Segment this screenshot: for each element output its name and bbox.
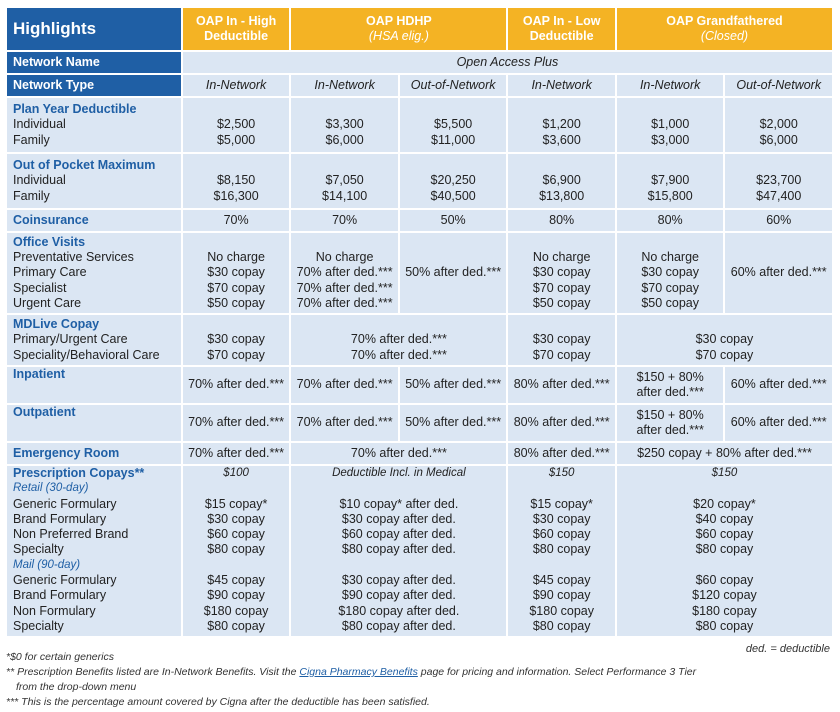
office-visits-cell: No charge $30 copay $70 copay $50 copay	[182, 233, 290, 313]
prescription-cell: $100 $15 copay* $30 copay $60 copay $80 cop…	[182, 466, 290, 636]
outpatient-cell: 70% after ded.***	[291, 405, 398, 441]
office-visits-cell: 60% after ded.***	[725, 233, 832, 313]
coinsurance-row: Coinsurance 70% 70% 50% 80% 80% 60%	[7, 210, 832, 231]
outpatient-cell: 50% after ded.***	[399, 405, 507, 441]
mdlive-label: MDLive Copay Primary/Urgent Care Special…	[7, 315, 181, 365]
network-type-cell: In-Network	[508, 75, 615, 96]
coinsurance-cell: 60%	[725, 210, 832, 231]
oop-cell: $7,050 $14,100	[291, 154, 398, 208]
office-visits-cell: 50% after ded.***	[399, 233, 507, 313]
office-visits-row: Office Visits Preventative Services Prim…	[7, 233, 832, 313]
emergency-room-row: Emergency Room 70% after ded.*** 70% aft…	[7, 443, 832, 464]
outpatient-cell: 80% after ded.***	[508, 405, 615, 441]
deductible-label: Plan Year Deductible Individual Family	[7, 98, 181, 152]
prescription-row: Prescription Copays** Retail (30-day) Ge…	[7, 466, 832, 636]
inpatient-cell: 50% after ded.***	[399, 367, 507, 403]
oop-label: Out of Pocket Maximum Individual Family	[7, 154, 181, 208]
coinsurance-cell: 80%	[508, 210, 615, 231]
oop-row: Out of Pocket Maximum Individual Family …	[7, 154, 832, 208]
mdlive-cell: $30 copay $70 copay	[616, 315, 832, 365]
header-oap-high: OAP In - High Deductible	[182, 8, 290, 50]
network-name-value: Open Access Plus	[182, 52, 832, 73]
highlights-header: Highlights	[7, 8, 181, 50]
emergency-room-cell: 80% after ded.***	[508, 443, 615, 464]
network-type-cell: In-Network	[291, 75, 398, 96]
mdlive-cell: $30 copay $70 copay	[508, 315, 615, 365]
deductible-legend: ded. = deductible	[745, 643, 830, 655]
outpatient-cell: 60% after ded.***	[725, 405, 832, 441]
header-row: Highlights OAP In - High Deductible OAP H…	[7, 8, 832, 50]
inpatient-cell: 80% after ded.***	[508, 367, 615, 403]
mdlive-cell: $30 copay $70 copay	[182, 315, 290, 365]
mdlive-row: MDLive Copay Primary/Urgent Care Special…	[7, 315, 832, 365]
coinsurance-cell: 80%	[616, 210, 724, 231]
network-name-label: Network Name	[7, 52, 181, 73]
emergency-room-cell: 70% after ded.***	[182, 443, 290, 464]
header-oap-low: OAP In - Low Deductible	[508, 8, 615, 50]
deductible-cell: $2,000 $6,000	[725, 98, 832, 152]
network-name-row: Network Name Open Access Plus	[7, 52, 832, 73]
inpatient-cell: 60% after ded.***	[725, 367, 832, 403]
network-type-row: Network Type In-Network In-Network Out-o…	[7, 75, 832, 96]
header-oap-hdhp: OAP HDHP (HSA elig.)	[291, 8, 507, 50]
mdlive-cell: 70% after ded.*** 70% after ded.***	[291, 315, 507, 365]
deductible-row: Plan Year Deductible Individual Family $…	[7, 98, 832, 152]
coinsurance-cell: 70%	[182, 210, 290, 231]
prescription-cell: $150 $15 copay* $30 copay $60 copay $80 cop…	[508, 466, 615, 636]
deductible-cell: $5,500 $11,000	[399, 98, 507, 152]
prescription-label: Prescription Copays** Retail (30-day) Ge…	[7, 466, 181, 636]
footnote-prescription: ** Prescription Benefits listed are In-N…	[6, 666, 697, 678]
deductible-cell: $2,500 $5,000	[182, 98, 290, 152]
outpatient-cell: $150 + 80% after ded.***	[616, 405, 724, 441]
oop-cell: $8,150 $16,300	[182, 154, 290, 208]
coinsurance-label: Coinsurance	[7, 210, 181, 231]
footnote-generics: *$0 for certain generics	[6, 651, 114, 663]
inpatient-cell: $150 + 80% after ded.***	[616, 367, 724, 403]
office-visits-label: Office Visits Preventative Services Prim…	[7, 233, 181, 313]
coinsurance-cell: 50%	[399, 210, 507, 231]
inpatient-cell: 70% after ded.***	[182, 367, 290, 403]
network-type-label: Network Type	[7, 75, 181, 96]
oop-cell: $20,250 $40,500	[399, 154, 507, 208]
office-visits-cell: No charge $30 copay $70 copay $50 copay	[508, 233, 615, 313]
prescription-cell: $150 $20 copay* $40 copay $60 copay $80 cop…	[616, 466, 832, 636]
outpatient-row: Outpatient 70% after ded.*** 70% after d…	[7, 405, 832, 441]
oop-cell: $6,900 $13,800	[508, 154, 615, 208]
oop-cell: $7,900 $15,800	[616, 154, 724, 208]
emergency-room-cell: $250 copay + 80% after ded.***	[616, 443, 832, 464]
emergency-room-cell: 70% after ded.***	[291, 443, 507, 464]
prescription-cell: Deductible Incl. in Medical $10 copay* a…	[291, 466, 507, 636]
network-type-cell: Out-of-Network	[725, 75, 832, 96]
network-type-cell: Out-of-Network	[399, 75, 507, 96]
network-type-cell: In-Network	[616, 75, 724, 96]
deductible-cell: $1,200 $3,600	[508, 98, 615, 152]
footnote-prescription-cont: from the drop-down menu	[16, 681, 137, 693]
network-type-cell: In-Network	[182, 75, 290, 96]
deductible-cell: $3,300 $6,000	[291, 98, 398, 152]
deductible-cell: $1,000 $3,000	[616, 98, 724, 152]
header-oap-grandfathered: OAP Grandfathered (Closed)	[616, 8, 832, 50]
inpatient-row: Inpatient 70% after ded.*** 70% after de…	[7, 367, 832, 403]
cigna-pharmacy-link[interactable]: Cigna Pharmacy Benefits	[299, 666, 418, 678]
oop-cell: $23,700 $47,400	[725, 154, 832, 208]
outpatient-label: Outpatient	[7, 405, 181, 441]
benefits-table: Highlights OAP In - High Deductible OAP H…	[5, 6, 834, 638]
inpatient-label: Inpatient	[7, 367, 181, 403]
inpatient-cell: 70% after ded.***	[291, 367, 398, 403]
emergency-room-label: Emergency Room	[7, 443, 181, 464]
footnote-percentage: *** This is the percentage amount covere…	[6, 696, 430, 708]
outpatient-cell: 70% after ded.***	[182, 405, 290, 441]
office-visits-cell: No charge 70% after ded.*** 70% after ded.…	[291, 233, 398, 313]
office-visits-cell: No charge $30 copay $70 copay $50 copay	[616, 233, 724, 313]
coinsurance-cell: 70%	[291, 210, 398, 231]
